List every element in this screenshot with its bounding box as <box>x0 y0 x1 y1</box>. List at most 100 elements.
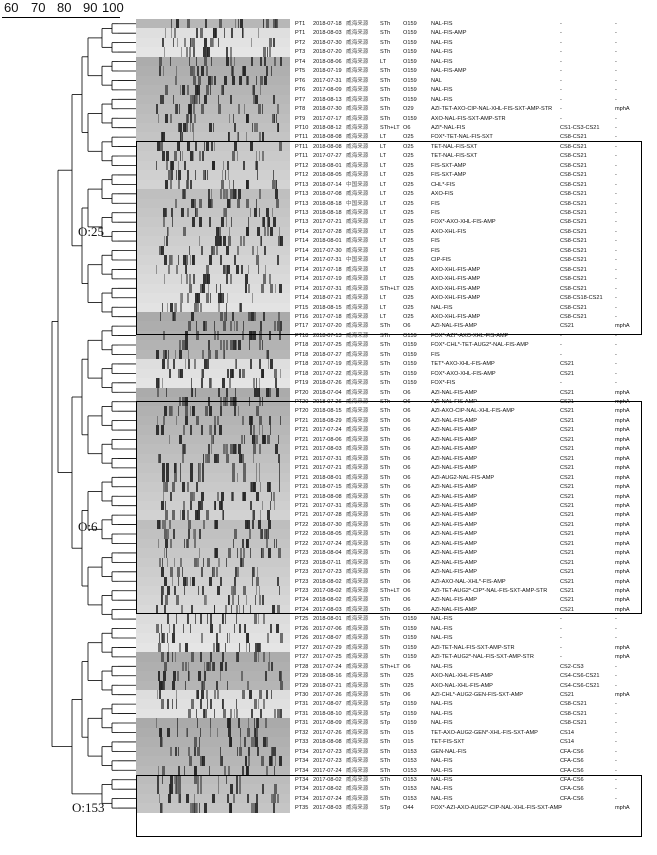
pfge-lane <box>136 151 290 162</box>
gel-band <box>183 226 186 237</box>
gel-band <box>194 557 197 568</box>
gel-band <box>254 122 256 133</box>
o-serogroup: O159 <box>403 96 417 103</box>
gel-band <box>265 718 267 729</box>
gel-band <box>254 434 256 445</box>
toxin-type: STh <box>380 540 391 547</box>
gel-band <box>187 208 189 218</box>
gel-band <box>173 94 174 105</box>
colonization-factors: CS4-CS6-CS21 <box>560 673 600 680</box>
source-location: 威海来源 <box>346 389 369 396</box>
profile-type: PT27 <box>295 654 309 661</box>
gel-band <box>279 226 280 237</box>
source-location: 威海来源 <box>346 124 369 131</box>
source-location: 威海来源 <box>346 106 369 113</box>
isolate-row: PT18 2018-07-13 威海来源 STh O159 FOX*-AZI*-AXO-X… <box>0 330 657 341</box>
o-serogroup: O6 <box>403 436 411 443</box>
gel-band <box>217 586 220 596</box>
resistance-profile: AXO-XHL-FIS-AMP <box>431 266 481 273</box>
gel-band <box>209 217 211 228</box>
gel-band <box>157 141 160 152</box>
gel-band <box>248 746 250 757</box>
o-serogroup: O25 <box>403 228 414 235</box>
gel-band <box>196 689 199 700</box>
isolate-row: PT27 2017-07-25 威海来源 STh O159 AZI-TET-AUG2*-N… <box>0 652 657 663</box>
source-location: 威海来源 <box>346 304 369 311</box>
gel-band <box>224 765 226 776</box>
gel-band <box>261 236 262 247</box>
isolate-row: PT12 2018-08-05 威海来源 LT O25 FIS-SXT-AMP CS8-CS… <box>0 170 657 181</box>
toxin-type: STh <box>380 625 391 632</box>
isolation-date: 2017-07-27 <box>313 153 342 160</box>
gel-band <box>180 132 183 143</box>
isolation-date: 2017-07-26 <box>313 729 342 736</box>
source-location: 威海来源 <box>346 210 369 216</box>
resistance-profile: AZI-TET-AUG2*-NAL-FIS-SXT-AMP-STR <box>431 654 534 661</box>
resistance-gene: - <box>615 49 617 56</box>
toxin-type: STh+LT <box>380 588 400 594</box>
gel-band <box>236 321 238 332</box>
pfge-lane <box>136 491 290 502</box>
gel-band <box>168 226 169 237</box>
gel-band <box>206 274 208 285</box>
pfge-lane <box>136 510 290 521</box>
source-location: 威海来源 <box>346 805 369 812</box>
gel-band <box>257 387 260 398</box>
resistance-gene: - <box>615 635 617 642</box>
gel-band <box>204 321 207 332</box>
source-location: 威海来源 <box>346 710 369 717</box>
gel-band <box>228 765 230 776</box>
gel-band <box>229 226 230 237</box>
gel-band <box>227 633 228 644</box>
o-serogroup: O6 <box>403 588 411 594</box>
gel-band <box>193 104 195 115</box>
gel-band <box>203 274 206 285</box>
gel-band <box>196 330 199 341</box>
scale-bar <box>2 17 120 18</box>
gel-band <box>228 132 230 143</box>
pfge-lane <box>136 113 290 124</box>
isolation-date: 2018-07-30 <box>313 521 342 528</box>
gel-band <box>226 397 228 407</box>
resistance-profile: AZI-NAL-FIS-AMP <box>431 606 477 613</box>
isolate-row: PT31 2018-08-10 威海来源 STp O159 NAL-FIS CS8-CS21… <box>0 708 657 719</box>
isolation-date: 2018-08-01 <box>313 474 342 481</box>
gel-band <box>180 472 181 483</box>
gel-band <box>239 623 241 634</box>
resistance-gene: - <box>615 673 617 680</box>
resistance-gene: - <box>615 153 617 160</box>
gel-band <box>239 75 242 86</box>
toxin-type: STh <box>380 96 391 103</box>
gel-band <box>194 538 196 549</box>
toxin-type: STh <box>380 465 391 472</box>
gel-band <box>244 104 245 115</box>
o-serogroup: O25 <box>403 313 414 320</box>
resistance-profile: FOX*-CHL*-TET-AUG2*-NAL-FIS-AMP <box>431 342 529 349</box>
gel-band <box>201 689 204 700</box>
o-serogroup: O153 <box>403 786 417 793</box>
profile-type: PT14 <box>295 247 309 254</box>
gel-band <box>220 406 222 417</box>
o-serogroup: O6 <box>403 578 411 585</box>
gel-band <box>260 56 262 67</box>
toxin-type: STh <box>380 739 391 746</box>
gel-band <box>163 491 164 502</box>
gel-band <box>245 623 246 634</box>
gel-band <box>267 434 270 445</box>
resistance-profile: AZI-NAL-FIS-AMP <box>431 323 477 330</box>
toxin-type: STh <box>380 427 391 434</box>
gel-band <box>226 217 227 228</box>
scale-tick-label: 80 <box>57 0 72 15</box>
source-location: 威海来源 <box>346 219 369 226</box>
profile-type: PT13 <box>295 200 309 207</box>
gel-band <box>262 217 265 228</box>
gel-band <box>227 198 230 209</box>
gel-band <box>266 737 268 748</box>
toxin-type: STh <box>380 578 391 585</box>
gel-band <box>201 425 203 436</box>
resistance-profile: NAL-FIS <box>431 767 453 774</box>
source-location: 威海来源 <box>346 644 369 651</box>
gel-band <box>190 576 191 587</box>
o-serogroup: O6 <box>403 399 411 405</box>
resistance-gene: mphA <box>615 521 630 528</box>
